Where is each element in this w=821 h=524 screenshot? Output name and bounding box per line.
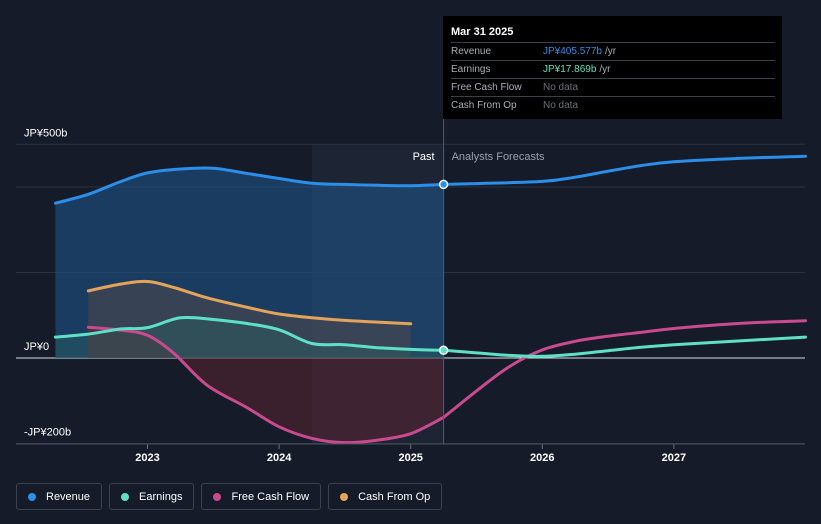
tooltip-unit: /yr (604, 46, 617, 57)
legend-item-cash-from-op[interactable]: Cash From Op (328, 483, 443, 510)
earnings-forecast-line (442, 335, 807, 358)
tooltip-label: Revenue (451, 46, 492, 57)
x-tick-label: 2023 (135, 452, 159, 464)
x-tick-label: 2025 (398, 452, 422, 464)
past-label: Past (413, 151, 435, 163)
tooltip-row-free-cash-flow: Free Cash Flow No data (451, 78, 775, 96)
tooltip-row-earnings: Earnings JP¥17.869b /yr (451, 60, 775, 78)
tooltip-row-cash-from-op: Cash From Op No data (451, 96, 775, 114)
tooltip-date: Mar 31 2025 (451, 26, 514, 38)
legend-label: Earnings (139, 490, 183, 503)
free-cash-flow-dot-icon (213, 492, 222, 501)
legend-item-revenue[interactable]: Revenue (16, 483, 103, 510)
revenue-area (55, 167, 444, 358)
free-cash-flow-area (88, 327, 444, 443)
cash-from-op-area (88, 281, 411, 358)
revenue-line (53, 166, 446, 205)
tooltip-label: Free Cash Flow (451, 82, 522, 93)
forecast-label: Analysts Forecasts (452, 151, 545, 163)
revenue-dot-icon (28, 492, 36, 501)
x-tick-label: 2024 (267, 452, 292, 464)
earnings-line (53, 315, 446, 352)
y-axis-label: JP¥0 (24, 341, 49, 353)
tooltip-value: JP¥17.869b (543, 64, 597, 75)
tooltip-value: No data (543, 82, 579, 93)
tooltip-label: Earnings (451, 64, 491, 75)
legend-label: Revenue (46, 490, 91, 503)
legend: Revenue Earnings Free Cash Flow Cash Fro… (16, 483, 443, 510)
tooltip-label: Cash From Op (451, 100, 517, 111)
cash-from-op-line (86, 279, 413, 326)
tooltip-row-revenue: Revenue JP¥405.577b /yr (451, 42, 775, 60)
cash-from-op-dot-icon (340, 492, 349, 501)
revenue-forecast-line (442, 154, 807, 186)
legend-label: Free Cash Flow (231, 490, 310, 503)
legend-item-free-cash-flow[interactable]: Free Cash Flow (201, 483, 322, 510)
free-cash-flow-forecast-line (442, 319, 807, 419)
tooltip-unit: /yr (599, 64, 611, 75)
tooltip-value: JP¥405.577b (543, 46, 602, 57)
y-axis-label: JP¥500b (24, 127, 67, 139)
x-tick-label: 2026 (530, 452, 554, 464)
earnings-marker (438, 345, 449, 356)
free-cash-flow-line (86, 325, 446, 445)
x-tick-label: 2027 (662, 452, 686, 464)
legend-label: Cash From Op (358, 490, 431, 503)
legend-item-earnings[interactable]: Earnings (109, 483, 195, 510)
y-axis-label: -JP¥200b (24, 427, 71, 439)
tooltip-value: No data (543, 100, 579, 111)
earnings-dot-icon (121, 492, 130, 501)
tooltip: Mar 31 2025 Revenue JP¥405.577b /yr Earn… (443, 16, 782, 119)
revenue-marker (438, 179, 449, 190)
